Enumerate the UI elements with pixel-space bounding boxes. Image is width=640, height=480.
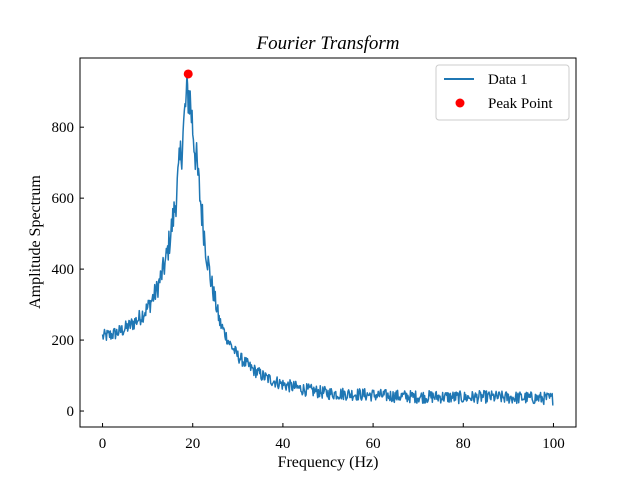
x-tick-label: 80 [456, 436, 471, 452]
y-tick-label: 600 [52, 191, 75, 207]
legend-point-swatch [455, 98, 465, 108]
y-tick-label: 800 [52, 120, 75, 136]
x-tick-label: 40 [275, 436, 290, 452]
legend: Data 1 Peak Point [435, 64, 570, 121]
series-line-data-1 [101, 73, 554, 406]
legend-label-data-1: Data 1 [488, 72, 528, 88]
x-tick-label: 0 [99, 436, 107, 452]
x-tick-label: 100 [542, 436, 565, 452]
plot-area [101, 69, 554, 406]
y-tick-label: 0 [67, 404, 75, 420]
x-tick-label: 60 [366, 436, 381, 452]
y-axis-title: Amplitude Spectrum [27, 175, 44, 309]
chart-title: Fourier Transform [255, 33, 399, 54]
axes-frame [79, 57, 577, 428]
peak-point-marker [183, 69, 193, 79]
y-tick-label: 400 [52, 262, 75, 278]
x-axis-title: Frequency (Hz) [278, 454, 379, 471]
y-axis: 0 200 400 600 800 [52, 120, 84, 420]
legend-label-peak-point: Peak Point [488, 96, 553, 112]
x-tick-label: 20 [185, 436, 200, 452]
y-tick-label: 200 [52, 333, 75, 349]
x-axis: 0 20 40 60 80 100 [99, 423, 565, 452]
